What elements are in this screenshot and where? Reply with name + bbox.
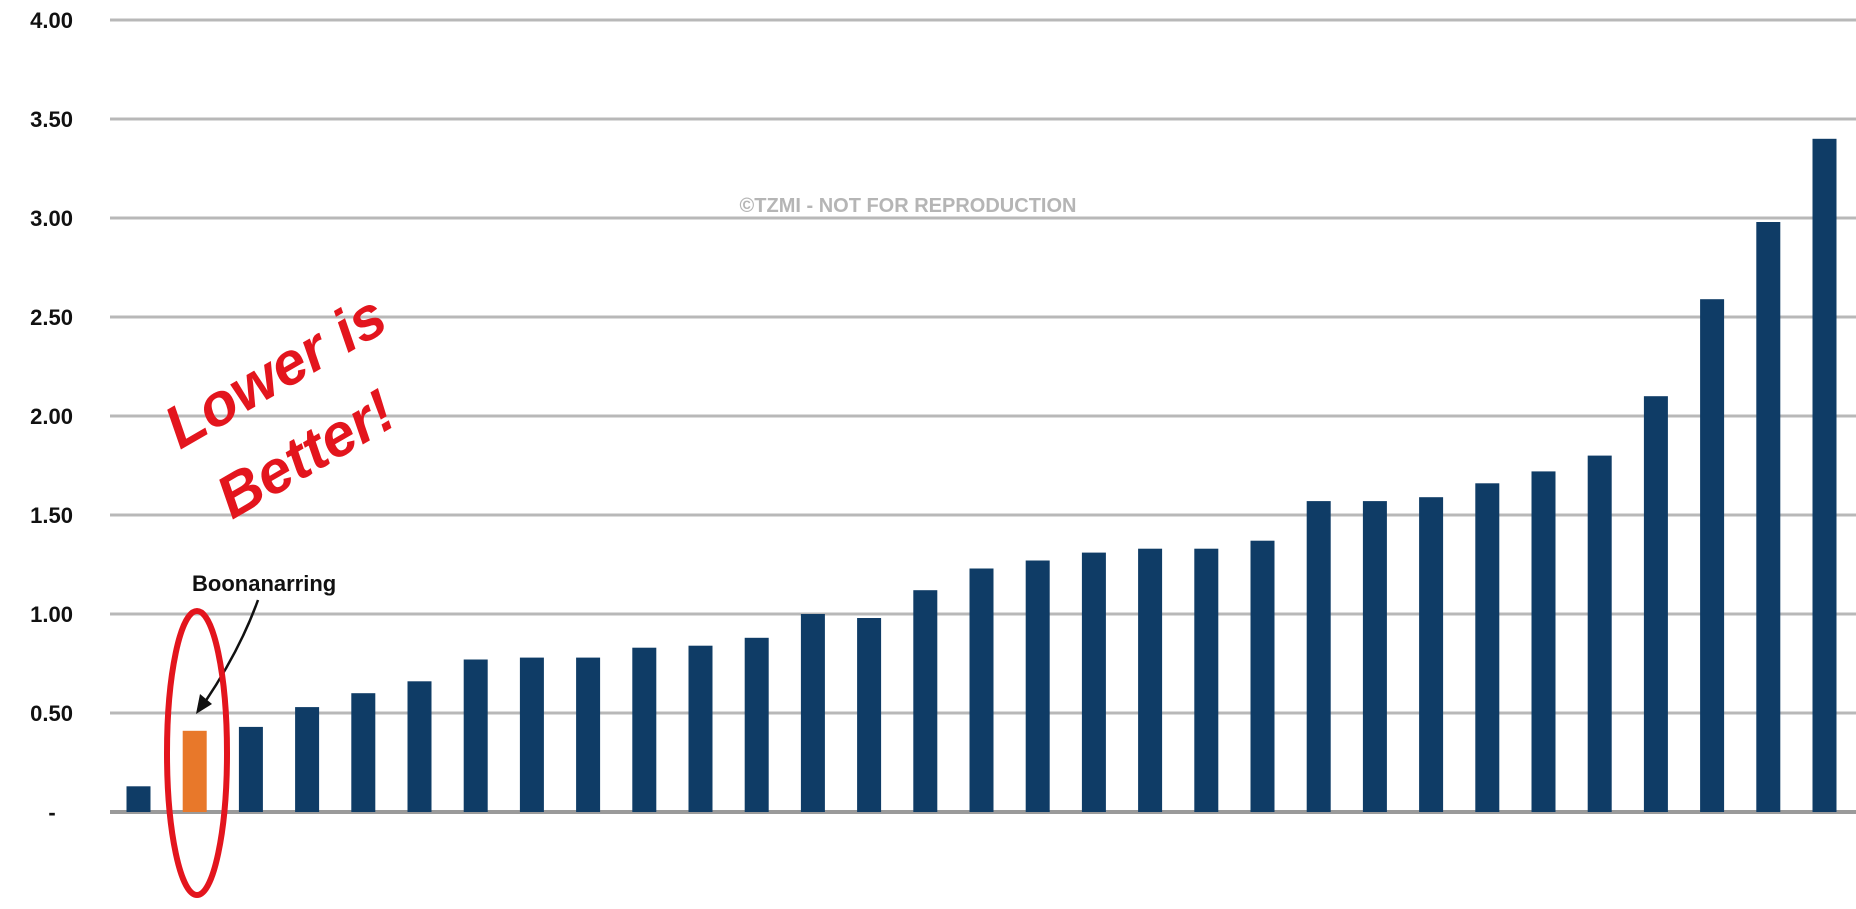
bar-13 xyxy=(857,618,882,812)
bar-21 xyxy=(1306,501,1331,812)
bar-29 xyxy=(1756,222,1781,812)
y-tick-label-2: 1.00 xyxy=(30,602,73,627)
bar-22 xyxy=(1362,501,1387,812)
bar-4 xyxy=(351,693,376,812)
bar-18 xyxy=(1138,548,1163,812)
bar-5 xyxy=(407,681,432,812)
y-tick-label-0: - xyxy=(48,800,55,825)
y-tick-label-6: 3.00 xyxy=(30,206,73,231)
y-tick-label-7: 3.50 xyxy=(30,107,73,132)
bar-30 xyxy=(1812,138,1837,813)
bar-15 xyxy=(969,568,994,812)
y-tick-label-4: 2.00 xyxy=(30,404,73,429)
bar-19 xyxy=(1194,548,1219,812)
bar-8 xyxy=(576,657,601,812)
highlight-label: Boonanarring xyxy=(192,571,336,596)
bar-7 xyxy=(519,657,544,812)
bar-6 xyxy=(463,659,488,812)
bar-17 xyxy=(1081,552,1106,812)
bar-24 xyxy=(1475,483,1500,812)
bar-0 xyxy=(126,786,151,812)
callout-arrowhead xyxy=(196,694,212,714)
bar-16 xyxy=(1025,560,1050,812)
bar-3 xyxy=(295,707,320,812)
watermark-text: ©TZMI - NOT FOR REPRODUCTION xyxy=(740,195,1077,217)
y-tick-label-5: 2.50 xyxy=(30,305,73,330)
y-tick-label-1: 0.50 xyxy=(30,701,73,726)
gridlines xyxy=(110,18,1856,814)
bars xyxy=(126,138,1837,813)
bar-20 xyxy=(1250,540,1275,812)
y-axis-tick-labels: - 0.50 1.00 1.50 2.00 2.50 3.00 3.50 4.00 xyxy=(30,8,73,825)
bar-25 xyxy=(1531,471,1556,812)
bar-26 xyxy=(1587,455,1612,812)
bar-10 xyxy=(688,645,713,812)
bar-11 xyxy=(744,637,769,812)
bar-12 xyxy=(800,614,825,812)
y-tick-label-8: 4.00 xyxy=(30,8,73,33)
bar-9 xyxy=(632,647,657,812)
bar-28 xyxy=(1700,299,1725,812)
y-tick-label-3: 1.50 xyxy=(30,503,73,528)
highlight-ellipse xyxy=(164,608,230,898)
bar-2 xyxy=(238,726,263,812)
bar-23 xyxy=(1419,497,1444,812)
callout-arrow xyxy=(203,599,260,703)
bar-14 xyxy=(913,590,938,812)
bar-highlighted xyxy=(182,730,207,812)
bar-27 xyxy=(1643,396,1668,812)
